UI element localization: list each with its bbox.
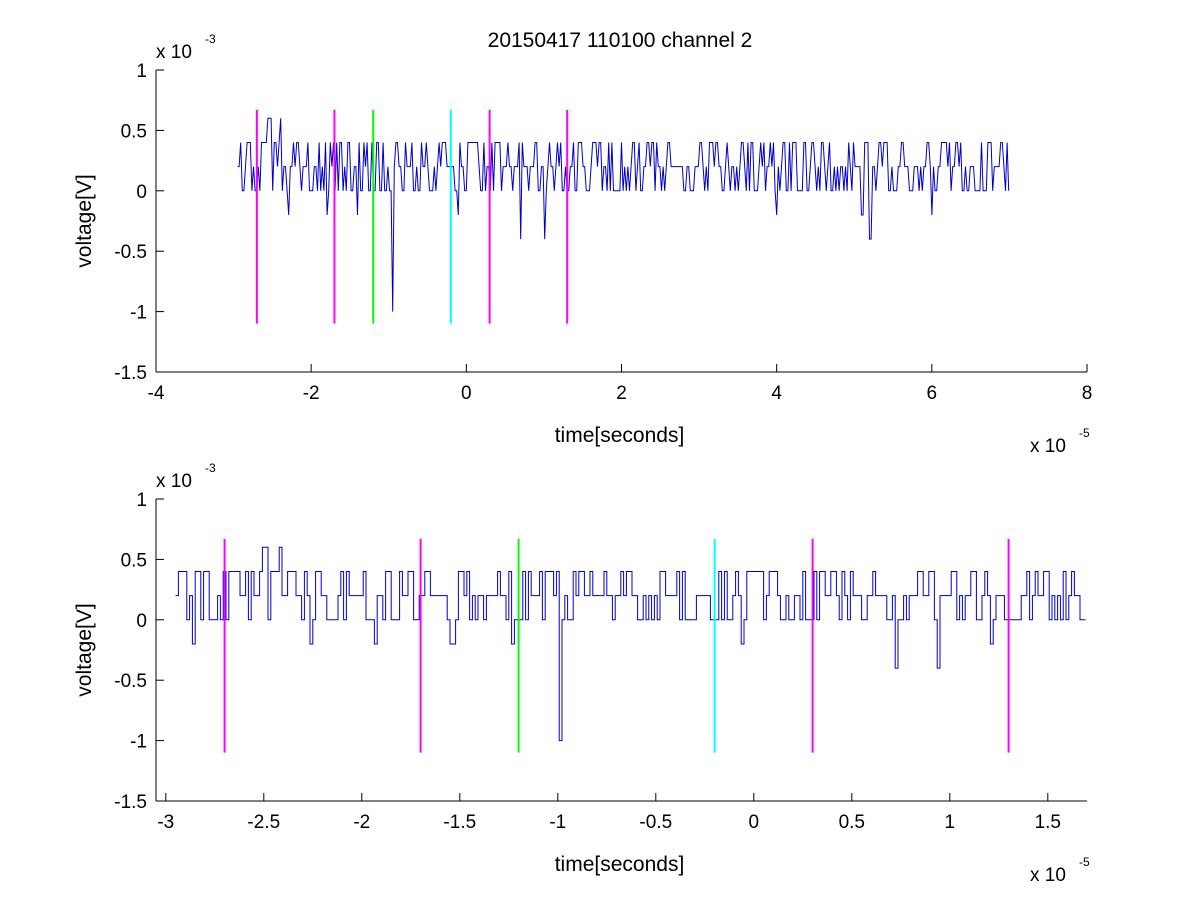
y-tick-label: 1 — [136, 490, 147, 511]
y-tick-label: 1 — [136, 61, 147, 82]
x-exponent-label: x 10 — [1030, 436, 1066, 457]
y-tick-label: 0.5 — [121, 121, 147, 142]
y-tick-label: -1 — [130, 303, 147, 324]
figure-title: 20150417 110100 channel 2 — [488, 29, 753, 52]
y-exponent-power: -3 — [205, 461, 216, 475]
y-tick-label: 0 — [136, 182, 147, 203]
x-tick-label: 4 — [771, 383, 782, 404]
y-axis-label: voltage[V] — [73, 174, 96, 267]
voltage-trace — [237, 117, 1010, 312]
x-tick-label: -1 — [549, 812, 566, 833]
x-tick-label: -1.5 — [443, 812, 476, 833]
x-tick-label: 1 — [945, 812, 956, 833]
y-tick-label: -1.5 — [114, 792, 147, 813]
x-tick-label: 0.5 — [839, 812, 865, 833]
y-exponent-label: x 10 — [156, 42, 192, 63]
x-axis-label: time[seconds] — [555, 853, 685, 876]
y-tick-label: -0.5 — [114, 671, 147, 692]
y-tick-label: -0.5 — [114, 242, 147, 263]
x-tick-label: 8 — [1082, 383, 1093, 404]
x-tick-label: -3 — [157, 812, 174, 833]
y-exponent-power: -3 — [205, 32, 216, 46]
x-exponent-label: x 10 — [1030, 865, 1066, 886]
x-tick-label: 1.5 — [1035, 812, 1061, 833]
x-tick-label: -2 — [303, 383, 320, 404]
x-exponent-power: -5 — [1079, 426, 1090, 440]
x-tick-label: 2 — [616, 383, 627, 404]
y-tick-label: 0.5 — [121, 550, 147, 571]
top-axes: -1.5 -1 -0.5 0 0.5 1 -4 -2 0 2 4 6 8 time[seconds] vol… — [73, 32, 1092, 457]
x-tick-label: -2.5 — [247, 812, 280, 833]
voltage-trace — [175, 546, 1086, 742]
x-tick-label: 0 — [461, 383, 472, 404]
y-exponent-label: x 10 — [156, 471, 192, 492]
x-exponent-power: -5 — [1079, 855, 1090, 869]
y-axis-label: voltage[V] — [73, 603, 96, 696]
x-tick-label: -0.5 — [639, 812, 672, 833]
y-tick-label: 0 — [136, 611, 147, 632]
y-tick-label: -1 — [130, 732, 147, 753]
y-tick-label: -1.5 — [114, 363, 147, 384]
x-tick-label: 6 — [927, 383, 938, 404]
x-axis-label: time[seconds] — [555, 424, 685, 447]
x-tick-label: -2 — [353, 812, 370, 833]
x-tick-label: 0 — [749, 812, 760, 833]
bottom-axes: -1.5 -1 -0.5 0 0.5 1 -3 -2.5 -2 -1.5 -1 -0.5 0 0.5 1 1.… — [73, 461, 1090, 886]
x-tick-label: -4 — [148, 383, 165, 404]
